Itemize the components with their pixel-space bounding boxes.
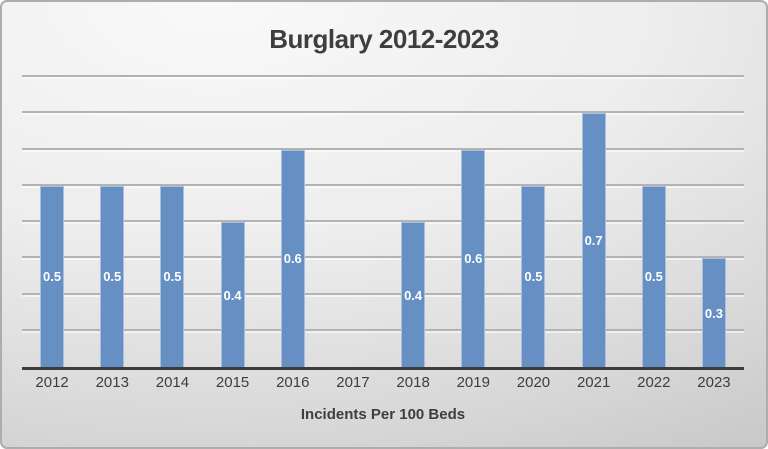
grid-line-0.7 — [22, 111, 744, 114]
bars-container: 0.5 0.5 0.5 0.4 0.6 0.4 0.6 0.5 0.7 0.5 0.3 — [22, 77, 744, 367]
category-cell-2019: 0.6 — [443, 77, 503, 367]
x-tick-2012: 2012 — [35, 374, 69, 391]
x-tick-2015: 2015 — [215, 374, 250, 391]
category-cell-2013: 0.5 — [82, 77, 142, 367]
grid-line-0.3 — [22, 256, 744, 259]
grid-line-0.8 — [22, 75, 744, 77]
bar-2015: 0.4 — [220, 222, 245, 367]
bar-value-label-2012: 0.5 — [43, 269, 62, 285]
x-tick-2022: 2022 — [637, 374, 671, 391]
x-axis-title: Incidents Per 100 Beds — [300, 406, 466, 423]
bar-value-label-2018: 0.4 — [404, 287, 423, 303]
bar-2020: 0.5 — [521, 185, 546, 367]
grid-line-0.1 — [22, 328, 744, 331]
x-axis-tick-labels: 2012 2013 2014 2015 2016 2017 2018 2019 2020 2021… — [22, 374, 744, 391]
x-tick-2016: 2016 — [276, 374, 310, 391]
category-cell-2017 — [323, 77, 383, 367]
bar-2016: 0.6 — [280, 149, 305, 367]
x-tick-2017: 2017 — [336, 374, 370, 391]
grid-line-0.5 — [22, 183, 744, 186]
category-cell-2022: 0.5 — [624, 77, 684, 367]
bar-2012: 0.5 — [40, 185, 65, 367]
bar-value-label-2022: 0.5 — [644, 269, 663, 285]
category-cell-2012: 0.5 — [22, 77, 82, 367]
x-tick-2020: 2020 — [516, 374, 551, 391]
category-cell-2015: 0.4 — [203, 77, 263, 367]
plot-area: 0.5 0.5 0.5 0.4 0.6 0.4 0.6 0.5 0.7 0.5 0.3 — [22, 75, 744, 370]
chart-title: Burglary 2012-2023 — [269, 24, 499, 54]
grid-line-0.6 — [22, 147, 744, 150]
bar-2014: 0.5 — [160, 185, 185, 367]
x-axis-line — [22, 367, 744, 370]
category-cell-2018: 0.4 — [383, 77, 443, 367]
bar-value-label-2016: 0.6 — [283, 251, 302, 267]
bar-value-label-2019: 0.6 — [464, 251, 483, 267]
bar-value-label-2015: 0.4 — [223, 287, 242, 303]
x-tick-2019: 2019 — [456, 374, 490, 391]
bar-value-label-2020: 0.5 — [524, 269, 543, 285]
bar-2022: 0.5 — [641, 185, 666, 367]
bar-value-label-2021: 0.7 — [584, 233, 603, 249]
category-cell-2014: 0.5 — [142, 77, 202, 367]
bar-value-label-2014: 0.5 — [163, 269, 182, 285]
x-tick-2014: 2014 — [155, 374, 190, 391]
x-tick-2021: 2021 — [576, 374, 611, 391]
bar-2019: 0.6 — [461, 149, 486, 367]
bar-2021: 0.7 — [581, 113, 606, 367]
bar-2013: 0.5 — [100, 185, 125, 367]
category-cell-2023: 0.3 — [684, 77, 744, 367]
bar-value-label-2013: 0.5 — [103, 269, 122, 285]
bar-2018: 0.4 — [401, 222, 426, 367]
category-cell-2016: 0.6 — [263, 77, 323, 367]
category-cell-2021: 0.7 — [564, 77, 624, 367]
grid-line-0.2 — [22, 292, 744, 295]
bar-value-label-2023: 0.3 — [704, 305, 723, 321]
x-tick-2023: 2023 — [697, 374, 731, 391]
bar-2023: 0.3 — [701, 258, 726, 367]
x-tick-2018: 2018 — [396, 374, 430, 391]
grid-line-0.4 — [22, 220, 744, 222]
x-tick-2013: 2013 — [95, 374, 129, 391]
category-cell-2020: 0.5 — [503, 77, 563, 367]
